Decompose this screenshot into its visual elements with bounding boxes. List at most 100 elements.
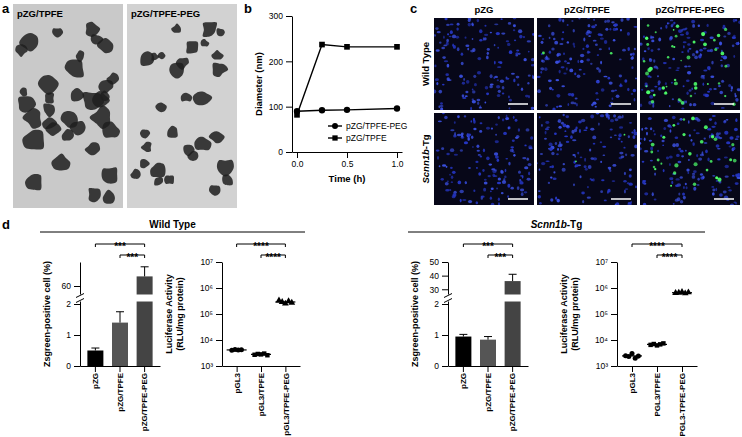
nucleus: [548, 182, 550, 184]
tick-label: pZG: [459, 373, 468, 389]
nucleus: [479, 130, 482, 133]
nucleus: [642, 181, 645, 184]
tick-label: 50: [430, 257, 440, 267]
green-signal: [646, 43, 649, 46]
nucleus: [464, 141, 468, 144]
tick-mark: [397, 152, 398, 158]
nucleus: [620, 29, 622, 31]
nucleus: [735, 182, 739, 185]
nucleus: [554, 41, 558, 45]
nucleus: [660, 134, 662, 137]
nucleus: [640, 142, 641, 145]
nucleus: [683, 28, 687, 30]
nucleus: [595, 92, 598, 95]
nucleus: [675, 69, 679, 71]
tick: 0.0: [292, 152, 304, 169]
nucleus: [451, 181, 453, 183]
nucleus: [681, 107, 684, 109]
nucleus: [610, 128, 613, 130]
figure: abcdpZG/TPFEpZG/TPFE-PEG0.00.51.00100200…: [0, 0, 742, 437]
nucleus: [493, 77, 495, 79]
nucleus: [465, 91, 468, 93]
group-underline: [40, 232, 305, 233]
nucleus: [671, 181, 673, 185]
y-axis: 01260: [62, 263, 81, 372]
nucleus: [685, 150, 687, 152]
nucleus: [681, 51, 683, 53]
nucleus: [735, 138, 739, 140]
nucleus: [600, 61, 602, 65]
nucleus: [583, 129, 587, 131]
nucleus: [714, 121, 716, 125]
nucleus: [702, 151, 704, 155]
x-axis: 0.00.51.0: [292, 152, 404, 169]
nucleus: [468, 23, 471, 27]
nucleus: [500, 170, 503, 174]
nucleus: [725, 165, 729, 169]
nucleus: [505, 169, 507, 172]
nucleus: [464, 115, 467, 117]
nucleus: [593, 143, 596, 145]
nucleus: [524, 166, 528, 169]
legend-marker: [332, 135, 337, 140]
nucleus: [541, 162, 545, 165]
nucleus: [696, 132, 700, 134]
nucleus: [551, 152, 554, 156]
tick-label: PGL3-TPFE-PEG: [678, 373, 687, 437]
tick-mark: [632, 366, 633, 372]
nucleus: [624, 79, 627, 82]
bar: [112, 323, 128, 366]
nucleus: [485, 86, 489, 90]
nucleus: [441, 178, 444, 181]
nucleus: [489, 85, 493, 88]
particle: [217, 160, 234, 177]
nucleus: [460, 199, 462, 203]
nucleus: [692, 53, 695, 56]
nucleus: [649, 95, 653, 99]
fluorescence-image: [434, 18, 534, 110]
green-signal: [701, 32, 705, 36]
nucleus: [691, 87, 693, 90]
green-signal: [682, 133, 685, 136]
nucleus: [566, 67, 568, 70]
scale-bar: [508, 103, 528, 105]
fluorescence-image: [640, 113, 740, 205]
nucleus: [707, 129, 711, 131]
nucleus: [635, 186, 637, 189]
nucleus: [587, 197, 591, 199]
nucleus: [733, 147, 736, 150]
nucleus: [567, 103, 569, 106]
nucleus: [619, 134, 622, 136]
nucleus: [450, 30, 453, 34]
nucleus: [435, 27, 438, 30]
nucleus: [601, 179, 604, 181]
green-signal: [673, 46, 675, 48]
nucleus: [529, 147, 533, 149]
nucleus: [505, 158, 508, 160]
tick-mark: [216, 340, 222, 341]
nucleus: [614, 89, 617, 91]
nucleus: [716, 144, 720, 147]
nucleus: [472, 38, 474, 40]
nucleus: [518, 53, 521, 55]
nucleus: [528, 145, 532, 149]
green-signal: [704, 125, 708, 129]
nucleus: [516, 76, 520, 79]
nucleus: [567, 41, 569, 43]
nucleus: [497, 94, 501, 97]
tick-label: 0: [278, 147, 283, 157]
tick: 1: [66, 330, 80, 340]
nucleus: [583, 38, 585, 42]
nucleus: [675, 199, 679, 202]
tick-mark: [120, 366, 121, 372]
nucleus: [539, 116, 541, 118]
nucleus: [595, 43, 598, 45]
nucleus: [605, 28, 608, 31]
tick: pZG: [91, 366, 100, 389]
nucleus: [551, 165, 554, 168]
nucleus: [729, 145, 732, 147]
tick-mark: [216, 262, 222, 263]
nucleus: [562, 31, 564, 33]
nucleus: [490, 32, 492, 34]
nucleus: [571, 102, 575, 105]
